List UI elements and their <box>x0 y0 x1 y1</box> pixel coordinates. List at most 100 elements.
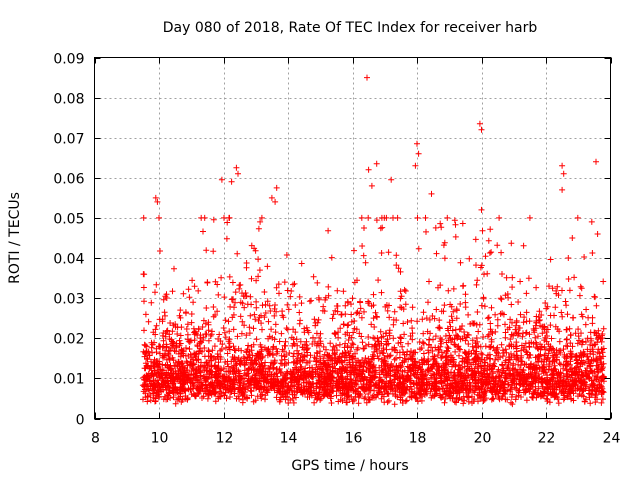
data-point <box>332 354 339 361</box>
data-point <box>257 355 264 362</box>
data-point <box>516 372 523 379</box>
data-point <box>309 364 316 371</box>
data-point <box>386 384 393 391</box>
data-point <box>471 389 478 396</box>
data-point <box>205 327 212 334</box>
data-point <box>346 332 353 339</box>
data-point <box>277 394 284 401</box>
data-point <box>457 259 464 266</box>
x-tick-label: 12 <box>216 431 234 447</box>
data-point <box>343 367 349 374</box>
data-point <box>378 385 385 392</box>
data-point <box>368 303 375 310</box>
data-point <box>298 300 305 307</box>
data-point <box>338 311 345 318</box>
data-point <box>593 376 600 383</box>
data-point <box>276 290 282 297</box>
data-point <box>581 398 588 405</box>
data-point <box>422 371 429 378</box>
data-point <box>457 301 464 307</box>
data-point <box>179 396 186 403</box>
data-point <box>205 321 212 328</box>
data-point <box>246 324 253 331</box>
data-point <box>445 287 452 294</box>
data-point <box>362 394 369 401</box>
data-point <box>358 371 365 378</box>
data-point <box>298 373 305 379</box>
data-point <box>221 294 228 301</box>
data-point <box>516 376 522 383</box>
data-point <box>147 382 154 389</box>
data-point <box>433 250 440 257</box>
data-point <box>177 350 184 356</box>
data-point <box>397 304 404 311</box>
data-point <box>178 360 185 366</box>
data-point <box>259 326 265 333</box>
data-point <box>201 214 208 221</box>
data-point <box>496 369 503 375</box>
data-point <box>379 367 386 374</box>
data-point <box>311 399 318 406</box>
data-point <box>488 304 495 311</box>
data-point <box>502 373 509 380</box>
data-point <box>440 360 446 367</box>
data-point <box>589 367 595 374</box>
data-point <box>482 359 489 366</box>
data-point <box>425 357 432 364</box>
data-point <box>296 293 303 300</box>
data-point <box>255 377 262 384</box>
data-point <box>540 363 547 370</box>
data-point <box>599 367 606 374</box>
data-point <box>426 342 433 348</box>
data-point <box>392 347 399 354</box>
data-point <box>593 388 600 395</box>
data-point <box>393 362 400 369</box>
data-point <box>250 398 257 405</box>
data-point <box>474 338 481 345</box>
data-point <box>337 396 344 403</box>
data-point <box>351 397 357 404</box>
data-point <box>474 309 481 315</box>
data-point <box>337 373 344 379</box>
data-point <box>217 373 224 380</box>
data-point <box>572 330 579 337</box>
data-point <box>200 228 206 235</box>
data-point <box>484 315 491 322</box>
data-point <box>522 330 529 337</box>
x-tick-label: 24 <box>603 431 621 447</box>
data-point <box>342 302 349 309</box>
data-point <box>450 285 457 292</box>
data-point <box>169 288 176 295</box>
data-point <box>215 395 222 402</box>
data-point <box>349 359 356 366</box>
data-point <box>255 317 262 324</box>
data-point <box>579 361 586 368</box>
data-point <box>378 250 385 256</box>
data-point <box>215 336 222 342</box>
data-point <box>222 384 229 391</box>
data-point <box>183 326 190 332</box>
data-point <box>558 309 565 316</box>
data-point <box>348 371 354 378</box>
data-point <box>464 331 471 338</box>
data-point <box>211 390 218 397</box>
data-point <box>234 333 241 340</box>
data-point <box>498 296 505 303</box>
data-point <box>301 325 308 332</box>
data-point <box>497 378 504 385</box>
data-point <box>337 325 344 332</box>
data-point <box>243 359 250 366</box>
data-point <box>491 360 497 367</box>
data-point <box>492 356 499 363</box>
data-point <box>184 336 191 343</box>
data-point <box>518 369 525 375</box>
data-point <box>191 337 198 344</box>
data-point <box>273 308 280 315</box>
data-point <box>140 284 147 291</box>
data-point <box>508 331 515 338</box>
data-point <box>233 395 240 402</box>
data-point <box>179 364 186 371</box>
data-point <box>437 338 444 345</box>
data-point <box>155 388 162 395</box>
data-point <box>526 364 533 371</box>
